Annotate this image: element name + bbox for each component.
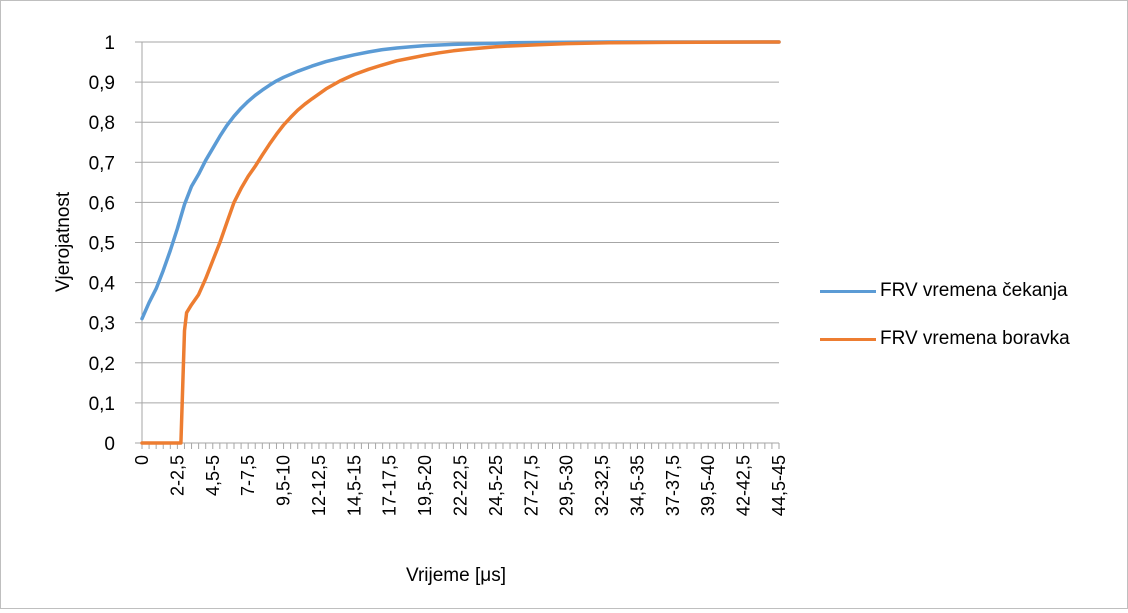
series-line-waiting [140, 40, 781, 321]
y-tick-label: 0,8 [89, 113, 115, 134]
legend-label-waiting: FRV vremena čekanja [880, 280, 1068, 301]
y-tick-label: 1 [104, 33, 115, 54]
x-tick-label: 42-42,5 [734, 455, 754, 516]
x-tick-label: 12-12,5 [309, 455, 329, 516]
tick-labels: 0 0,1 0,2 0,3 0,4 0,5 0,6 0,7 0,8 0,9 1 0 2-2,5 4,5-5… [89, 33, 789, 516]
x-tick-label: 2-2,5 [167, 455, 187, 496]
x-tick-label: 4,5-5 [203, 455, 223, 496]
x-tick-label: 24,5-25 [486, 455, 506, 516]
x-tick-label: 9,5-10 [274, 455, 294, 506]
x-tick-label: 14,5-15 [344, 455, 364, 516]
y-tick-label: 0,7 [89, 153, 115, 174]
x-tick-label: 29,5-30 [557, 455, 577, 516]
x-tick-label: 0 [132, 455, 152, 465]
legend-item-sojourn: FRV vremena boravka [820, 328, 1070, 350]
legend-swatch-sojourn [820, 337, 876, 341]
legend-swatch-waiting [820, 289, 876, 293]
x-tick-label: 22-22,5 [451, 455, 471, 516]
series-lines [140, 40, 781, 445]
legend-label-sojourn: FRV vremena boravka [880, 328, 1070, 349]
x-tick-label: 17-17,5 [380, 455, 400, 516]
y-tick-label: 0,3 [89, 314, 115, 335]
x-tick-label: 39,5-40 [698, 455, 718, 516]
y-tick-label: 0,9 [89, 73, 115, 94]
axes [135, 41, 780, 449]
series-line-sojourn [140, 40, 781, 445]
x-tick-label: 27-27,5 [521, 455, 541, 516]
x-tick-label: 37-37,5 [663, 455, 683, 516]
x-tick-label: 34,5-35 [627, 455, 647, 516]
y-tick-label: 0,2 [89, 354, 115, 375]
x-axis-title: Vrijeme [μs] [406, 565, 506, 586]
legend-item-waiting: FRV vremena čekanja [820, 280, 1068, 302]
gridlines [142, 41, 779, 404]
x-tick-label: 32-32,5 [592, 455, 612, 516]
x-tick-label: 19,5-20 [415, 455, 435, 516]
y-axis-title: Vjerojatnost [53, 191, 74, 292]
x-tick-label: 7-7,5 [238, 455, 258, 496]
y-tick-label: 0,6 [89, 193, 115, 214]
y-tick-label: 0,4 [89, 274, 116, 295]
x-tick-label: 44,5-45 [769, 455, 789, 516]
y-tick-label: 0,1 [89, 394, 115, 415]
y-tick-label: 0,5 [89, 234, 115, 255]
y-tick-label: 0 [104, 434, 115, 455]
